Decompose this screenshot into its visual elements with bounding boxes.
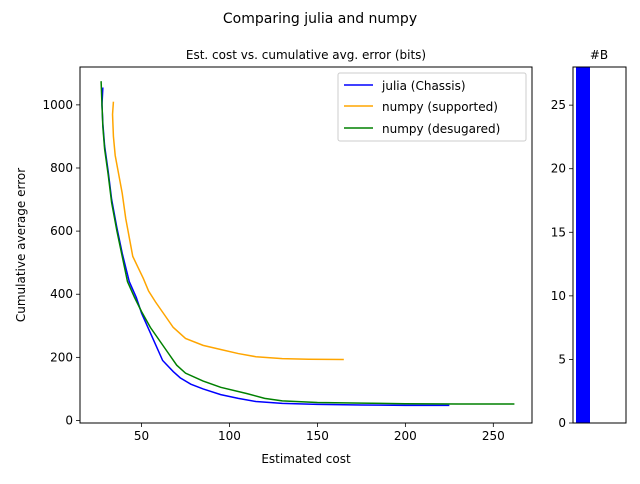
legend-label-julia: julia (Chassis) — [381, 79, 466, 93]
series-line-1 — [111, 101, 344, 361]
figure-suptitle: Comparing julia and numpy — [223, 11, 417, 27]
y-tick-label-0: 0 — [65, 413, 73, 427]
side-y-tick-label-2: 10 — [551, 289, 566, 303]
main-line-chart: Est. cost vs. cumulative avg. error (bit… — [14, 48, 533, 466]
y-tick-label-5: 1000 — [42, 98, 73, 112]
y-tick-label-4: 800 — [50, 161, 73, 175]
y-tick-label-3: 600 — [50, 224, 73, 238]
side-bar-chart: #B 0 5 10 15 20 25 — [551, 48, 627, 430]
main-y-axis: 0 200 400 600 800 1000 — [42, 98, 80, 427]
main-axes-frame — [79, 66, 533, 424]
x-tick-label-2: 150 — [306, 429, 329, 443]
legend: julia (Chassis) numpy (supported) numpy … — [337, 72, 527, 142]
main-chart-title: Est. cost vs. cumulative avg. error (bit… — [186, 48, 426, 62]
side-plot-area — [576, 67, 590, 423]
series-line-2 — [100, 81, 515, 405]
side-y-tick-label-1: 5 — [558, 352, 566, 366]
side-y-tick-label-5: 25 — [551, 98, 566, 112]
main-x-axis-label: Estimated cost — [261, 452, 351, 466]
legend-box — [337, 72, 527, 142]
main-x-axis: 50 100 150 200 250 — [134, 423, 505, 443]
side-y-tick-label-0: 0 — [558, 416, 566, 430]
main-y-axis-label: Cumulative average error — [14, 168, 28, 322]
side-chart-title: #B — [590, 48, 608, 62]
x-tick-label-0: 50 — [134, 429, 149, 443]
side-bar-0 — [576, 67, 590, 423]
x-tick-label-3: 200 — [394, 429, 417, 443]
y-tick-label-2: 400 — [50, 287, 73, 301]
side-y-axis: 0 5 10 15 20 25 — [551, 98, 573, 430]
x-tick-label-4: 250 — [482, 429, 505, 443]
x-tick-label-1: 100 — [218, 429, 241, 443]
side-y-tick-label-3: 15 — [551, 225, 566, 239]
side-y-tick-label-4: 20 — [551, 162, 566, 176]
side-axes-frame — [572, 66, 627, 424]
legend-label-numpy-desugared: numpy (desugared) — [382, 122, 500, 136]
y-tick-label-1: 200 — [50, 350, 73, 364]
legend-label-numpy-supported: numpy (supported) — [382, 100, 498, 114]
main-plot-area — [100, 81, 515, 407]
